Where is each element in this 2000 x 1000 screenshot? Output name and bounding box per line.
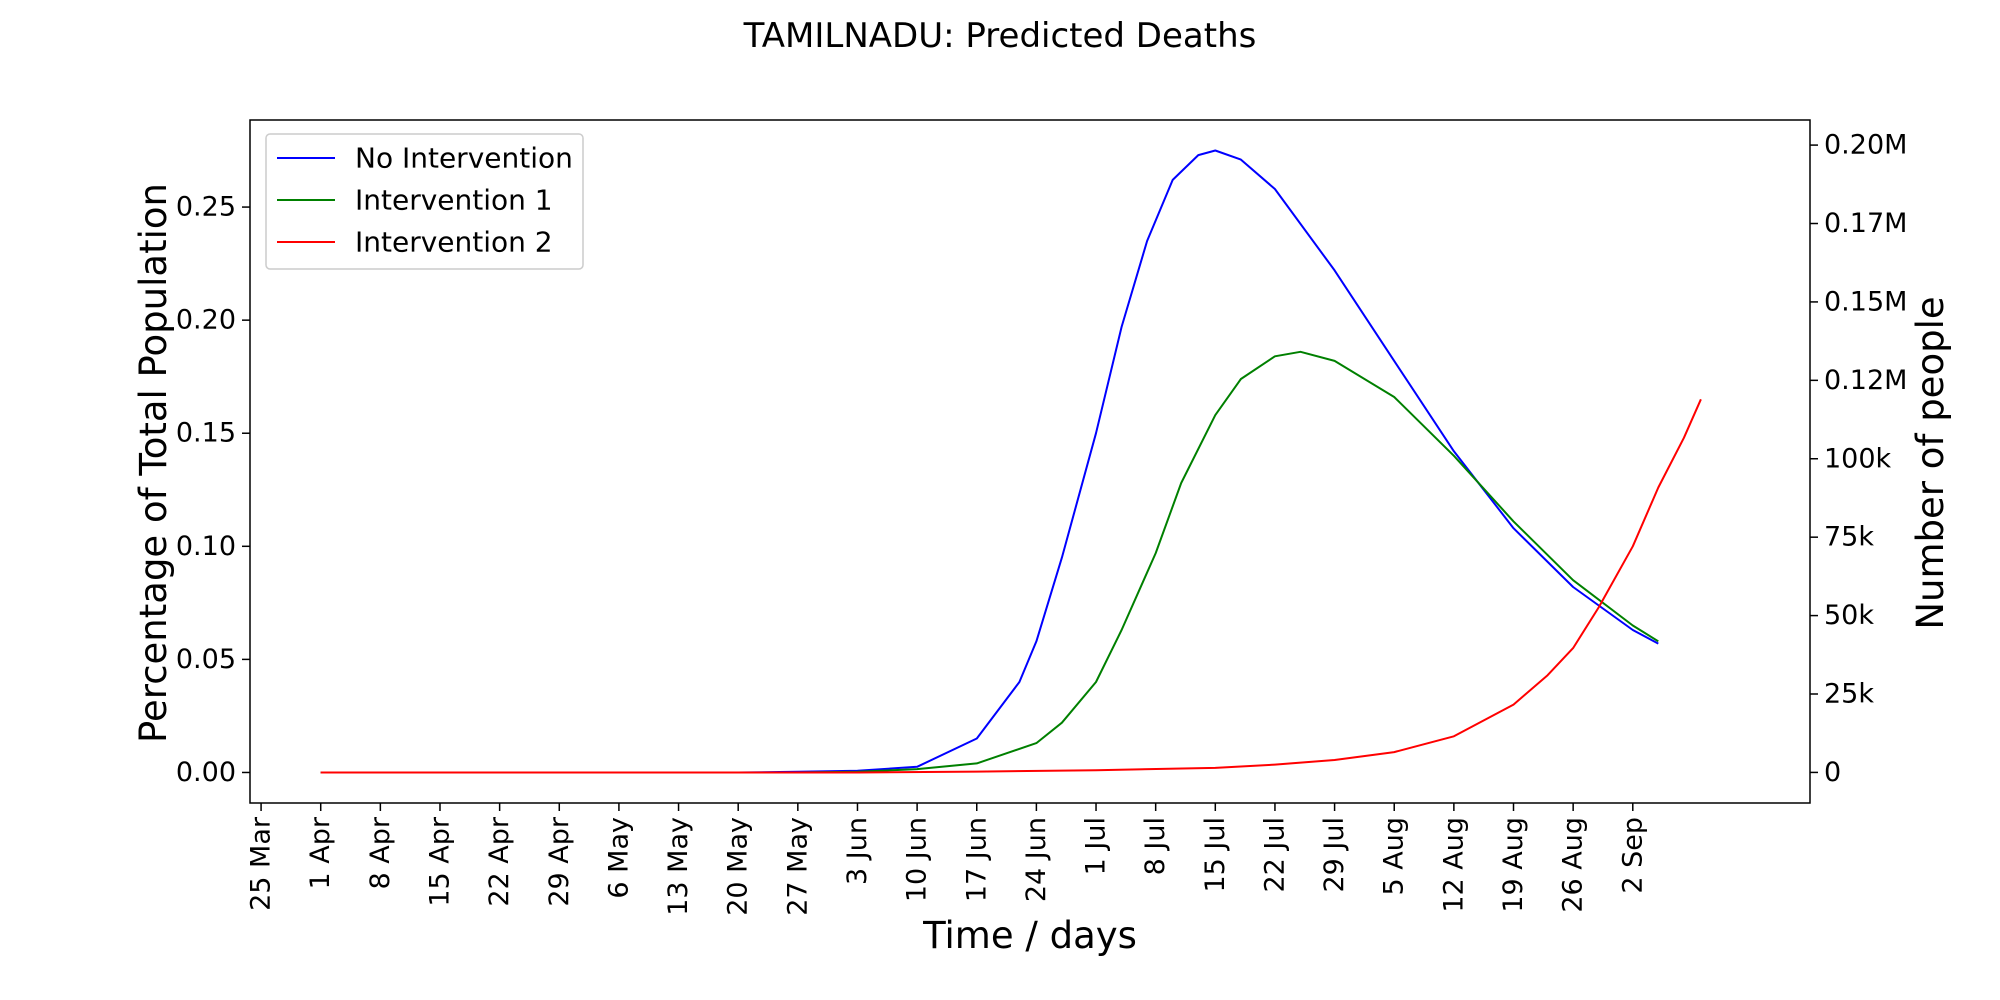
x-tick-label: 27 May <box>782 817 813 916</box>
x-tick-label: 26 Aug <box>1558 817 1589 913</box>
legend-label-2: Intervention 1 <box>355 184 553 217</box>
x-tick-label: 20 May <box>723 817 754 916</box>
x-tick-label: 22 Apr <box>484 816 515 907</box>
x-tick-label: 24 Jun <box>1021 817 1052 902</box>
y-axis-left-ticks: 0.00 0.05 0.10 0.15 0.20 0.25 <box>176 192 250 788</box>
x-tick-label: 15 Jul <box>1200 817 1231 893</box>
y-right-tick-label: 0.20M <box>1824 130 1907 161</box>
y-axis-label-left: Percentage of Total Population <box>132 183 175 743</box>
series-layer <box>320 149 1702 774</box>
y-tick-label: 0.20 <box>176 305 236 336</box>
x-tick-label: 13 May <box>663 817 694 916</box>
x-tick-label: 22 Jul <box>1259 817 1290 893</box>
y-tick-label: 0.05 <box>176 644 236 675</box>
series-line-2 <box>320 350 1659 774</box>
y-tick-label: 0.25 <box>176 192 236 223</box>
series-line-3 <box>320 398 1702 774</box>
x-tick-label: 1 Apr <box>305 816 336 889</box>
x-tick-label: 2 Sep <box>1617 817 1648 894</box>
y-tick-label: 0.10 <box>176 531 236 562</box>
series-line-1 <box>320 149 1659 774</box>
y-right-tick-label: 50k <box>1824 600 1874 631</box>
y-right-tick-label: 75k <box>1824 522 1874 553</box>
y-tick-label: 0.15 <box>176 418 236 449</box>
y-right-tick-label: 25k <box>1824 679 1874 710</box>
x-axis-ticks: 25 Mar 1 Apr 8 Apr 15 Apr 22 Apr 29 Apr 6 May 1… <box>246 803 1648 916</box>
y-axis-label-right: Number of people <box>1909 296 1952 629</box>
y-right-tick-label: 100k <box>1824 443 1892 474</box>
x-tick-label: 25 Mar <box>246 816 277 911</box>
y-right-tick-label: 0.12M <box>1824 365 1907 396</box>
x-tick-label: 1 Jul <box>1081 817 1112 875</box>
x-tick-label: 29 Jul <box>1319 817 1350 893</box>
x-tick-label: 8 Apr <box>365 816 396 889</box>
y-right-tick-label: 0 <box>1824 757 1841 788</box>
y-right-tick-label: 0.17M <box>1824 208 1907 239</box>
y-right-tick-label: 0.15M <box>1824 286 1907 317</box>
x-tick-label: 19 Aug <box>1498 817 1529 913</box>
x-tick-label: 10 Jun <box>902 817 933 902</box>
legend-box <box>265 133 584 270</box>
x-tick-label: 17 Jun <box>961 817 992 902</box>
chart-title: TAMILNADU: Predicted Deaths <box>743 16 1257 56</box>
x-tick-label: 3 Jun <box>842 817 873 885</box>
y-axis-right-ticks: 0 25k 50k 75k 100k 0.12M 0.15M 0.17M 0.20M <box>1810 130 1907 788</box>
x-axis-label: Time / days <box>922 914 1137 957</box>
x-tick-label: 29 Apr <box>544 816 575 907</box>
plot-frame <box>249 119 1811 804</box>
x-tick-label: 6 May <box>603 817 634 899</box>
x-tick-label: 8 Jul <box>1140 817 1171 875</box>
legend: No Intervention Intervention 1 Interventio… <box>265 133 584 270</box>
legend-label-3: Intervention 2 <box>355 226 553 259</box>
x-tick-label: 5 Aug <box>1379 817 1410 895</box>
x-tick-label: 15 Apr <box>425 816 456 907</box>
legend-label-1: No Intervention <box>355 142 573 175</box>
y-tick-label: 0.00 <box>176 757 236 788</box>
x-tick-label: 12 Aug <box>1438 817 1469 913</box>
